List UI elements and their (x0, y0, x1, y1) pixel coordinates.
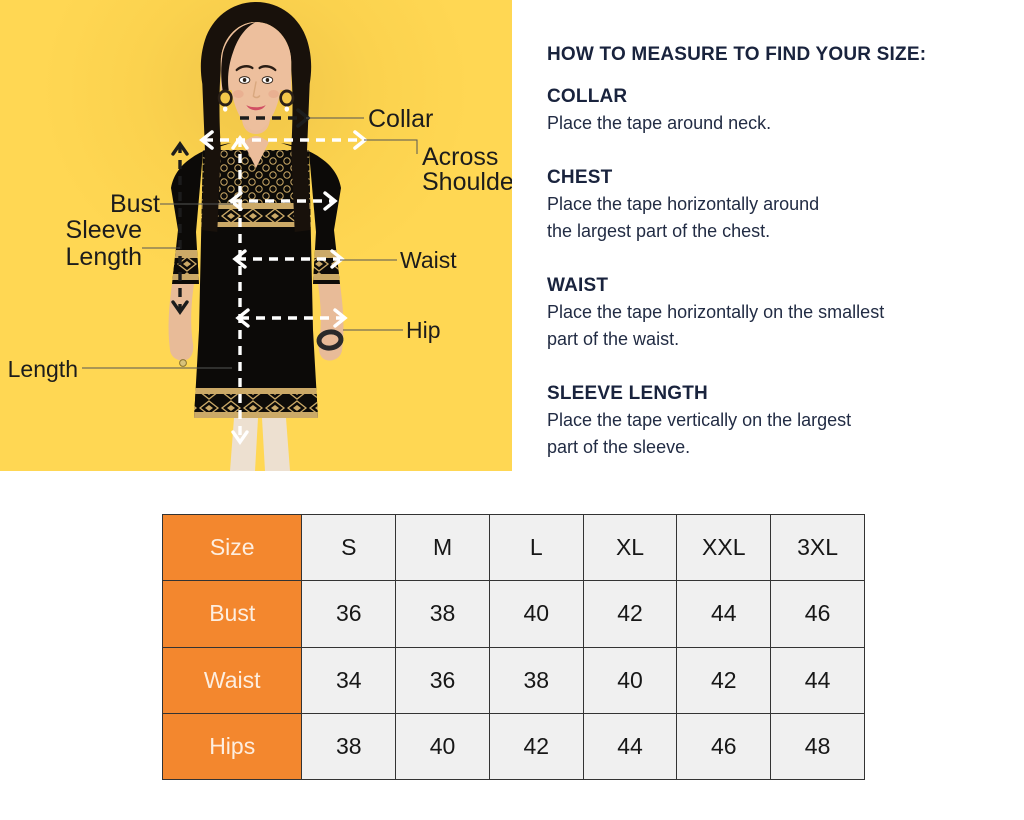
svg-text:Length: Length (8, 356, 78, 382)
svg-text:Shoulder: Shoulder (422, 168, 512, 196)
svg-text:Length: Length (66, 243, 142, 271)
svg-text:Hip: Hip (406, 317, 441, 343)
svg-text:Collar: Collar (368, 105, 433, 133)
svg-text:Across: Across (422, 143, 498, 171)
svg-text:Sleeve: Sleeve (66, 216, 142, 244)
svg-text:Bust: Bust (110, 190, 160, 218)
svg-text:Waist: Waist (400, 247, 457, 273)
